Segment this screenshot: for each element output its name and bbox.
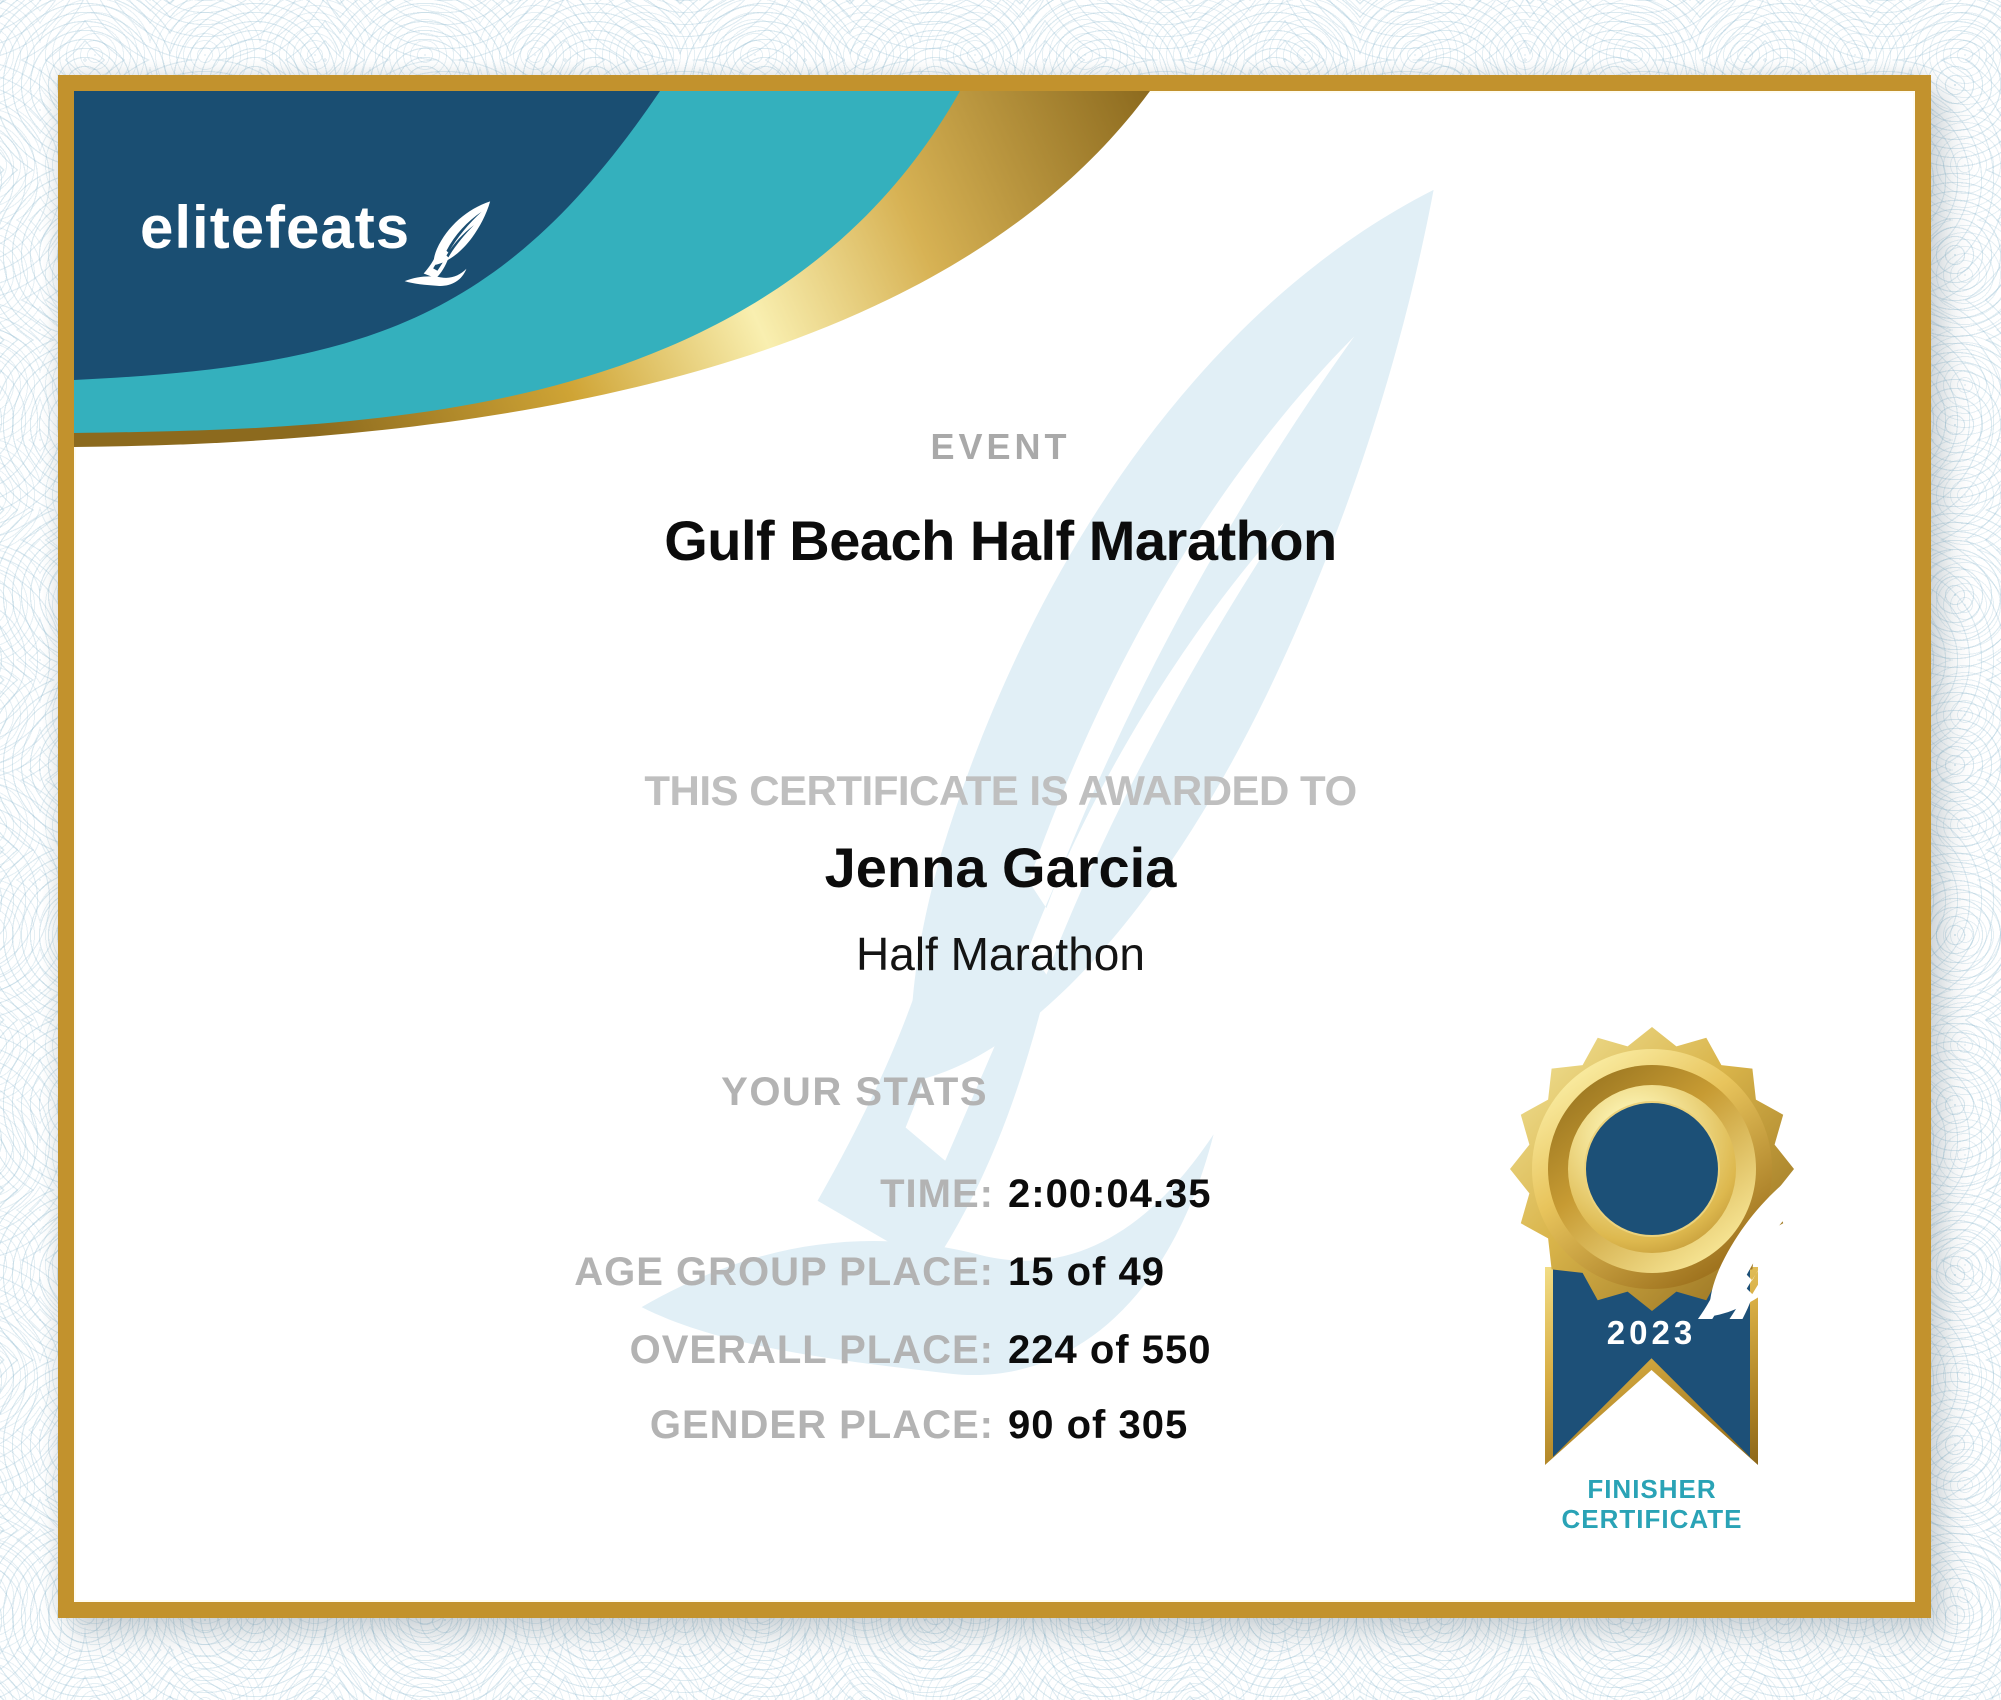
- stat-row-age-group-place: AGE GROUP PLACE: 15 of 49: [0, 1249, 2001, 1304]
- finisher-caption-line1: FINISHER: [1587, 1474, 1717, 1504]
- brand-logo: elitefeats: [140, 196, 410, 260]
- logo-winged-foot-icon: [398, 170, 493, 322]
- event-label: EVENT: [930, 426, 1071, 467]
- recipient-name: Jenna Garcia: [824, 836, 1177, 899]
- stat-row-gender-place: GENDER PLACE: 90 of 305: [0, 1402, 2001, 1457]
- stat-label: TIME:: [880, 1172, 994, 1216]
- header-curves: [74, 91, 1150, 447]
- finisher-medal-rosette: [1510, 1027, 1802, 1319]
- medal-center: [1584, 1101, 1720, 1237]
- stat-value: 2:00:04.35: [1008, 1172, 1212, 1216]
- header-navy-curve: [74, 91, 660, 380]
- event-name: Gulf Beach Half Marathon: [664, 509, 1337, 572]
- stats-heading: YOUR STATS: [721, 1070, 988, 1114]
- brand-logo-text: elitefeats: [140, 194, 411, 261]
- ribbon-year: 2023: [1606, 1314, 1697, 1351]
- finisher-caption-line2: CERTIFICATE: [1561, 1504, 1743, 1534]
- stat-value: 224 of 550: [1008, 1328, 1212, 1372]
- stat-value: 15 of 49: [1008, 1250, 1165, 1294]
- stat-label: OVERALL PLACE:: [629, 1328, 994, 1372]
- awarded-to-label: THIS CERTIFICATE IS AWARDED TO: [644, 767, 1357, 814]
- stat-row-overall-place: OVERALL PLACE: 224 of 550: [0, 1327, 2001, 1382]
- stat-row-time: TIME: 2:00:04.35: [0, 1171, 2001, 1226]
- stat-label: GENDER PLACE:: [649, 1403, 994, 1447]
- stat-value: 90 of 305: [1008, 1403, 1189, 1447]
- finisher-caption: FINISHER CERTIFICATE: [1502, 1474, 1802, 1534]
- race-distance: Half Marathon: [856, 928, 1145, 980]
- stat-label: AGE GROUP PLACE:: [574, 1250, 994, 1294]
